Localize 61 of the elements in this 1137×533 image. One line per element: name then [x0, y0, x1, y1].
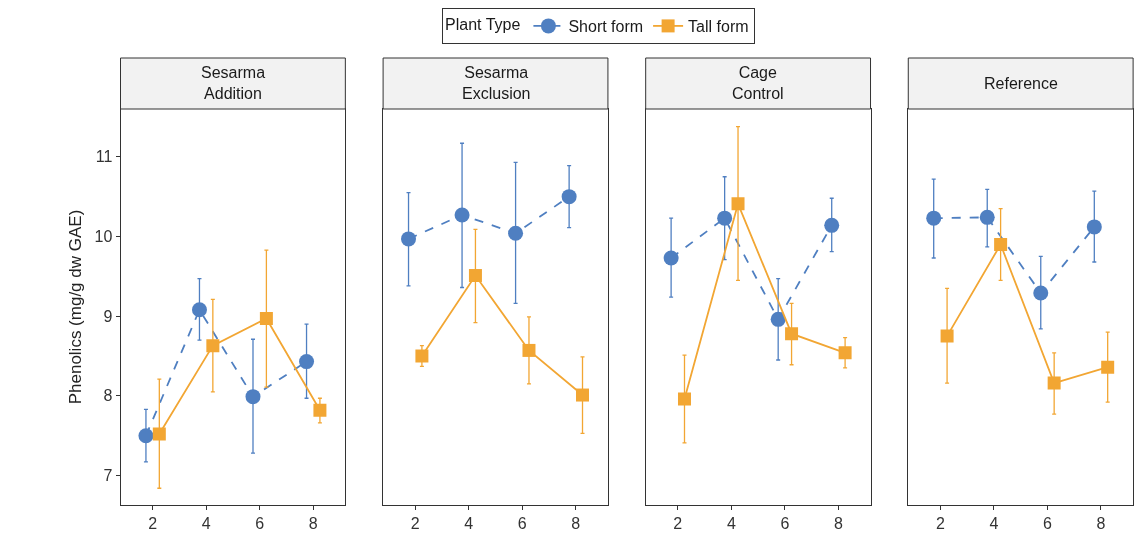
- x-tick-label: 2: [148, 515, 158, 533]
- x-tick-label: 6: [517, 515, 527, 533]
- point: [206, 339, 220, 353]
- x-tick-label: 2: [935, 515, 945, 533]
- point: [454, 207, 470, 223]
- point: [259, 312, 273, 326]
- point: [522, 343, 536, 357]
- point: [717, 210, 733, 226]
- point: [785, 327, 799, 341]
- point: [663, 250, 679, 266]
- point: [191, 302, 207, 318]
- point: [678, 392, 691, 406]
- chart-title: Sesarma Addition: [201, 64, 266, 102]
- x-tick-label: 6: [255, 515, 265, 533]
- x-tick-label: 6: [1043, 515, 1053, 533]
- point: [1033, 285, 1049, 301]
- point: [979, 209, 995, 225]
- chart-title: Cage Control: [732, 64, 784, 102]
- chart-title: Sesarma Exclusion: [462, 64, 531, 102]
- point: [138, 428, 154, 444]
- point: [1047, 376, 1061, 390]
- point: [926, 210, 942, 226]
- x-tick-label: 2: [410, 515, 420, 533]
- x-tick-label: 8: [833, 515, 843, 533]
- y-tick-label: 8: [103, 387, 113, 405]
- x-tick-label: 4: [464, 515, 474, 533]
- x-tick-label: 4: [989, 515, 999, 533]
- legend-label: Tall form: [688, 18, 749, 36]
- point: [824, 217, 840, 233]
- y-tick-label: 10: [94, 228, 113, 246]
- x-tick-label: 8: [1096, 515, 1106, 533]
- point: [401, 231, 417, 247]
- x-tick-label: 8: [308, 515, 318, 533]
- point: [731, 197, 745, 211]
- y-tick-label: 9: [103, 307, 113, 325]
- legend-title: Plant Type: [445, 15, 521, 33]
- y-axis-title: Phenolics (mg/g dw GAE): [66, 209, 86, 405]
- y-tick-label: 7: [103, 467, 113, 485]
- point: [838, 346, 852, 360]
- point: [152, 427, 166, 441]
- point: [313, 403, 327, 417]
- point: [940, 329, 954, 343]
- point: [468, 269, 482, 283]
- point: [415, 349, 429, 363]
- x-tick-label: 4: [201, 515, 211, 533]
- point: [561, 189, 577, 205]
- point: [508, 225, 524, 241]
- point: [1101, 360, 1115, 374]
- y-tick-label: 11: [95, 148, 113, 166]
- point: [245, 389, 261, 405]
- point: [1086, 219, 1102, 235]
- point: [576, 388, 590, 402]
- x-tick-label: 4: [726, 515, 736, 533]
- point: [770, 311, 786, 327]
- point: [994, 237, 1008, 251]
- x-tick-label: 2: [673, 515, 683, 533]
- x-tick-label: 6: [780, 515, 790, 533]
- x-tick-label: 8: [571, 515, 581, 533]
- chart-title: Reference: [984, 75, 1058, 92]
- legend-label: Short form: [568, 18, 644, 36]
- point: [299, 354, 315, 370]
